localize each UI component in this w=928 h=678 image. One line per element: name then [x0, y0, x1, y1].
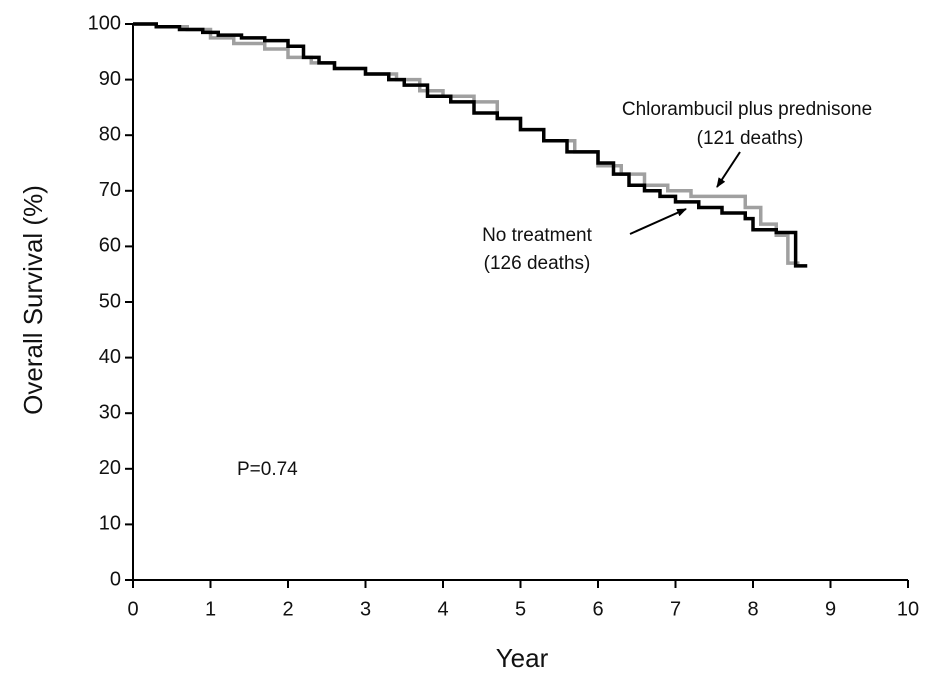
x-tick-label: 1: [205, 598, 216, 620]
x-tick-label: 4: [437, 598, 448, 620]
y-tick-label: 10: [99, 513, 121, 535]
y-tick-label: 60: [99, 235, 121, 257]
x-tick-label: 3: [360, 598, 371, 620]
y-tick-label: 40: [99, 346, 121, 368]
annotation: (126 deaths): [484, 253, 591, 274]
arrow: [716, 151, 741, 188]
x-tick-label: 7: [670, 598, 681, 620]
annotation: Chlorambucil plus prednisone: [622, 99, 872, 120]
annotation: (121 deaths): [697, 128, 804, 149]
y-tick-label: 100: [88, 12, 121, 34]
annotation: P=0.74: [237, 459, 298, 480]
x-tick-label: 6: [592, 598, 603, 620]
y-axis-title: Overall Survival (%): [18, 185, 48, 415]
x-axis-title: Year: [496, 643, 549, 673]
y-tick-label: 0: [110, 568, 121, 590]
arrow: [629, 208, 687, 235]
x-tick-label: 2: [282, 598, 293, 620]
x-tick-label: 8: [747, 598, 758, 620]
y-tick-label: 70: [99, 179, 121, 201]
y-tick-label: 20: [99, 457, 121, 479]
y-tick-label: 80: [99, 123, 121, 145]
y-tick-label: 50: [99, 290, 121, 312]
x-tick-label: 0: [127, 598, 138, 620]
survival-curve: [133, 22, 800, 265]
x-tick-label: 5: [515, 598, 526, 620]
y-tick-label: 30: [99, 401, 121, 423]
annotation: No treatment: [482, 225, 593, 246]
y-tick-label: 90: [99, 68, 121, 90]
x-tick-label: 9: [825, 598, 836, 620]
x-tick-label: 10: [897, 598, 919, 620]
survival-curve: [133, 22, 808, 268]
